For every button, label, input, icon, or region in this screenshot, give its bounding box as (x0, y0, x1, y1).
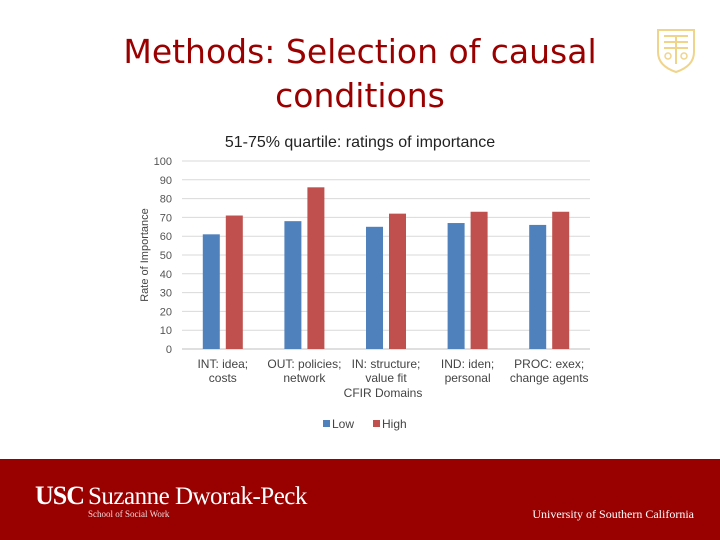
footer-usc-logo: USC (35, 481, 85, 510)
bar-low (202, 234, 220, 349)
x-tick-label: network (283, 371, 326, 385)
x-tick-label: change agents (510, 371, 589, 385)
y-tick-label: 60 (160, 231, 172, 243)
bar-high (307, 187, 325, 349)
y-tick-label: 0 (166, 344, 172, 356)
legend-swatch-low (323, 420, 330, 427)
y-tick-label: 70 (160, 212, 172, 224)
x-tick-label: personal (445, 371, 491, 385)
footer-bar: USC Suzanne Dworak-Peck School of Social… (0, 459, 720, 540)
y-tick-label: 10 (160, 325, 172, 337)
y-tick-label: 40 (160, 269, 172, 281)
x-tick-label: IN: structure; (352, 357, 421, 371)
footer-university-name: University of Southern California (532, 507, 694, 521)
x-axis-label: CFIR Domains (344, 386, 423, 400)
x-tick-label: IND: iden; (441, 357, 494, 371)
bar-low (366, 226, 383, 349)
legend-label-high: High (382, 417, 407, 431)
y-tick-label: 30 (160, 288, 172, 300)
x-tick-label: INT: idea; (197, 357, 248, 371)
bar-high (552, 211, 570, 349)
y-tick-label: 80 (160, 194, 172, 206)
footer-school-subtitle: School of Social Work (88, 509, 170, 519)
bar-low (284, 221, 302, 349)
y-tick-label: 50 (160, 250, 172, 262)
bar-low (529, 224, 547, 349)
footer-school-name: Suzanne Dworak-Peck (88, 483, 307, 510)
bar-high (225, 215, 243, 349)
bar-high (389, 213, 406, 349)
y-tick-label: 90 (160, 175, 172, 187)
y-tick-label: 100 (154, 156, 172, 168)
x-tick-label: costs (209, 371, 237, 385)
legend-label-low: Low (332, 417, 354, 431)
slide-title: Methods: Selection of causal conditions (123, 32, 597, 115)
x-tick-label: OUT: policies; (267, 357, 341, 371)
y-axis-label: Rate of Importance (139, 208, 151, 302)
x-tick-label: PROC: exex; (514, 357, 584, 371)
x-tick-label: value fit (365, 371, 407, 385)
legend-swatch-high (373, 420, 380, 427)
chart-title: 51-75% quartile: ratings of importance (225, 134, 495, 151)
bar-low (447, 223, 465, 349)
usc-seal-icon (657, 29, 695, 74)
y-tick-label: 20 (160, 306, 172, 318)
bar-chart: 51-75% quartile: ratings of importance 0 1… (139, 134, 590, 431)
bar-high (470, 211, 488, 349)
